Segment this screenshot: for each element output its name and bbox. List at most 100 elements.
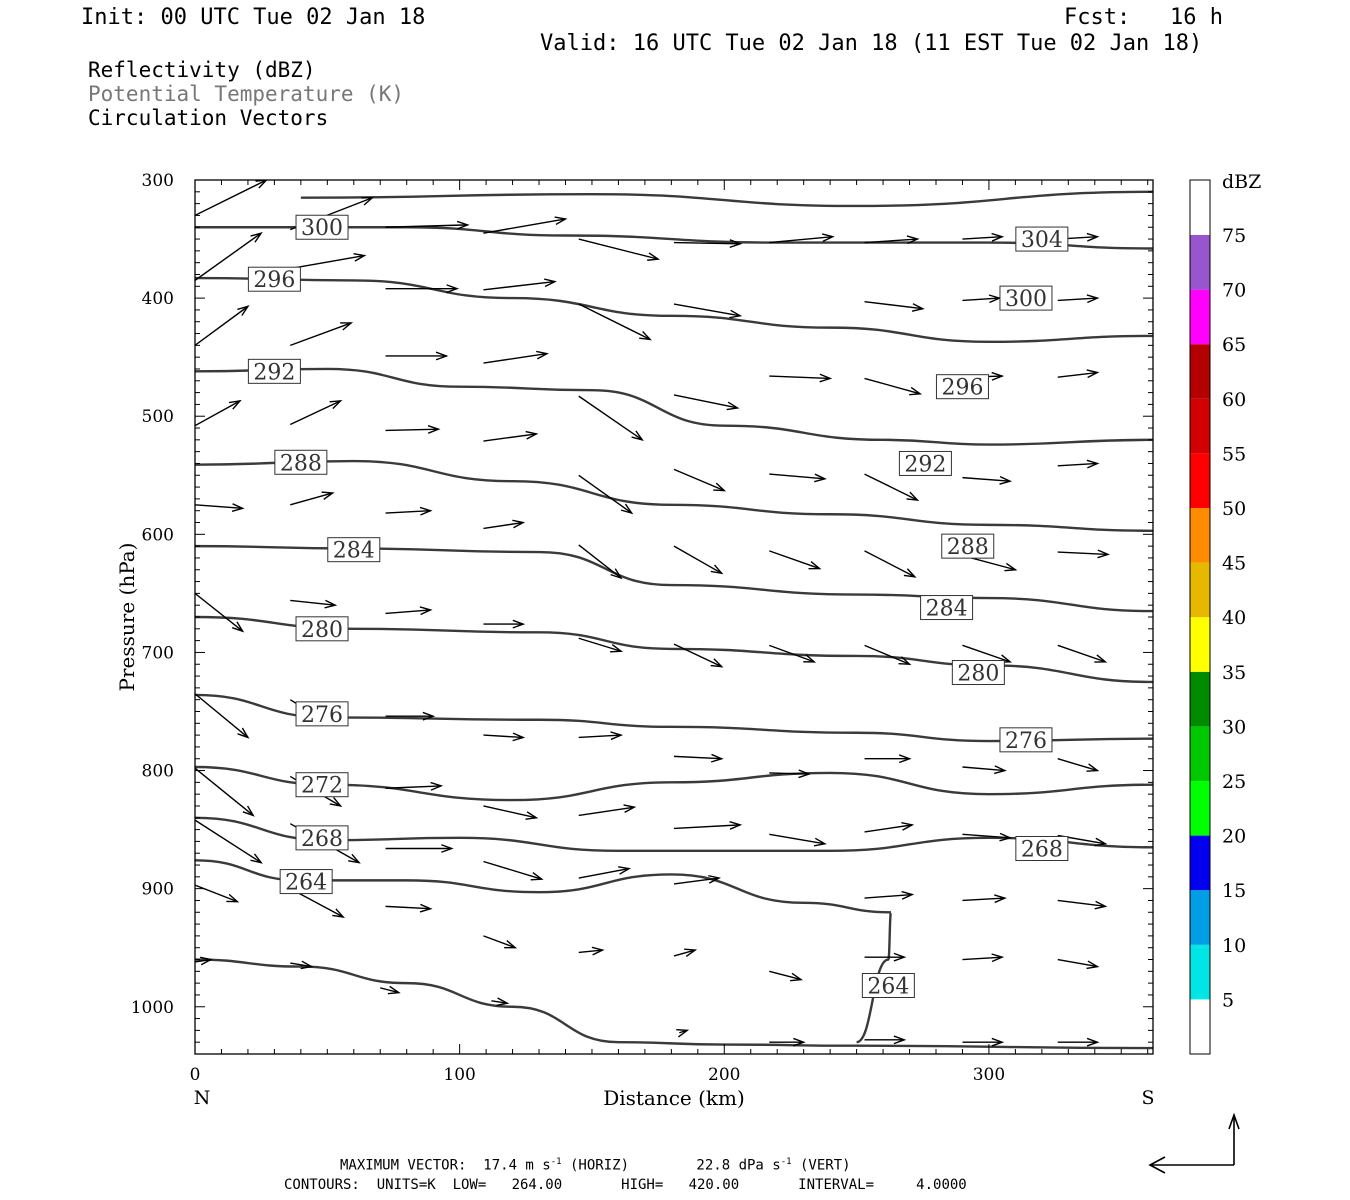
x-tick-label: 300 bbox=[973, 1065, 1005, 1085]
colorbar-title: dBZ bbox=[1222, 171, 1261, 193]
circulation-vector bbox=[385, 781, 444, 791]
contour-label-288: 288 bbox=[941, 533, 995, 560]
circulation-vector bbox=[195, 503, 245, 513]
circulation-vector bbox=[962, 1037, 1005, 1047]
colorbar-segment bbox=[1190, 944, 1210, 1000]
theta-contour-304 bbox=[300, 190, 1153, 208]
contour-label-304: 304 bbox=[1015, 226, 1069, 253]
contour-label-264: 264 bbox=[279, 869, 333, 896]
theta-contour-288 bbox=[195, 459, 1153, 532]
svg-text:272: 272 bbox=[301, 774, 343, 799]
colorbar-tick-label: 50 bbox=[1222, 498, 1246, 520]
theta-contour-296 bbox=[195, 276, 1153, 344]
circulation-vector bbox=[578, 637, 624, 653]
circulation-vector bbox=[769, 970, 804, 982]
circulation-vector bbox=[195, 884, 240, 903]
circulation-vector bbox=[864, 235, 920, 245]
y-tick-label: 1000 bbox=[131, 998, 174, 1018]
colorbar-segment bbox=[1190, 726, 1210, 781]
svg-text:284: 284 bbox=[333, 539, 375, 564]
circulation-vector bbox=[290, 322, 354, 347]
circulation-vector bbox=[673, 643, 724, 668]
colorbar-segment bbox=[1190, 562, 1210, 618]
x-tick-label: 0 bbox=[190, 1065, 201, 1085]
svg-text:268: 268 bbox=[301, 827, 343, 852]
contour-label-288: 288 bbox=[274, 449, 328, 476]
circulation-vector bbox=[195, 767, 255, 817]
y-tick-label: 800 bbox=[142, 762, 174, 782]
circulation-vector bbox=[1057, 1037, 1100, 1047]
contour-settings-note: CONTOURS: UNITS=K LOW= 264.00 HIGH= 420.… bbox=[284, 1177, 967, 1193]
circulation-vector bbox=[769, 550, 822, 570]
colorbar-segment bbox=[1190, 508, 1210, 563]
circulation-vector bbox=[195, 819, 263, 864]
contour-label-296: 296 bbox=[935, 374, 989, 401]
circulation-vector bbox=[578, 731, 624, 741]
colorbar-segment bbox=[1190, 235, 1210, 290]
svg-text:300: 300 bbox=[1005, 287, 1047, 312]
svg-text:268: 268 bbox=[1021, 837, 1063, 862]
colorbar-segment bbox=[1190, 453, 1210, 508]
circulation-vector bbox=[385, 351, 449, 361]
circulation-vector bbox=[385, 506, 433, 516]
contour-label-268: 268 bbox=[1015, 835, 1069, 862]
svg-text:280: 280 bbox=[301, 618, 343, 643]
colorbar-segment bbox=[1190, 999, 1210, 1054]
colorbar-tick-label: 5 bbox=[1222, 989, 1234, 1011]
circulation-vector bbox=[769, 233, 835, 244]
circulation-vector bbox=[864, 377, 923, 396]
circulation-vector bbox=[385, 284, 460, 294]
circulation-vector bbox=[289, 399, 343, 426]
circulation-vector bbox=[769, 373, 833, 383]
svg-text:280: 280 bbox=[957, 662, 999, 687]
circulation-vector bbox=[195, 399, 242, 427]
circulation-vector bbox=[962, 765, 1007, 775]
colorbar-segment bbox=[1190, 180, 1210, 235]
circulation-vector bbox=[769, 1037, 806, 1047]
init-time: Init: 00 UTC Tue 02 Jan 18 bbox=[81, 5, 426, 30]
theta-contour-260 bbox=[195, 958, 1153, 1050]
circulation-vector bbox=[962, 832, 1013, 842]
circulation-vector bbox=[290, 960, 314, 970]
circulation-vector bbox=[385, 220, 470, 230]
circulation-vector bbox=[673, 545, 724, 575]
circulation-vector bbox=[290, 491, 335, 506]
svg-text:292: 292 bbox=[253, 360, 295, 385]
circulation-vector bbox=[962, 644, 1013, 663]
circulation-vector bbox=[578, 395, 644, 441]
colorbar-tick-label: 20 bbox=[1222, 826, 1246, 848]
circulation-vector bbox=[385, 606, 433, 616]
svg-text:304: 304 bbox=[1021, 228, 1063, 253]
circulation-vector bbox=[864, 821, 915, 833]
svg-text:276: 276 bbox=[1005, 729, 1047, 754]
circulation-vector bbox=[385, 903, 433, 913]
circulation-vector bbox=[864, 473, 920, 501]
circulation-vector bbox=[385, 711, 436, 721]
colorbar: 5 10 15 20 25 30 35 40 45 50 55 60 65 70 75 dBZ bbox=[1189, 171, 1261, 1055]
y-axis-title: Pressure (hPa) bbox=[115, 543, 139, 692]
contour-label-280: 280 bbox=[951, 660, 1005, 687]
y-tick-label: 400 bbox=[142, 289, 174, 309]
circulation-vector bbox=[578, 474, 634, 515]
circulation-vector bbox=[195, 231, 263, 281]
contour-label-300: 300 bbox=[295, 214, 349, 241]
vector-key-icon bbox=[1148, 1112, 1240, 1174]
circulation-vector bbox=[290, 252, 367, 270]
circulation-vector bbox=[380, 985, 401, 995]
circulation-vector bbox=[673, 948, 698, 958]
svg-text:296: 296 bbox=[941, 376, 983, 401]
colorbar-tick-label: 60 bbox=[1222, 389, 1246, 411]
colorbar-segment bbox=[1190, 781, 1210, 836]
circulation-vector bbox=[962, 953, 1005, 963]
y-tick-label: 700 bbox=[142, 643, 174, 663]
circulation-vector bbox=[673, 394, 740, 411]
circulation-vector bbox=[195, 693, 250, 739]
contour-label-268: 268 bbox=[295, 825, 349, 852]
x-tick-label: 100 bbox=[443, 1065, 475, 1085]
colorbar-segment bbox=[1190, 398, 1210, 454]
colorbar-tick-label: 45 bbox=[1222, 553, 1246, 575]
circulation-vector bbox=[483, 519, 526, 530]
field-circulation-vectors: Circulation Vectors bbox=[88, 106, 329, 130]
colorbar-tick-label: 10 bbox=[1222, 935, 1246, 957]
